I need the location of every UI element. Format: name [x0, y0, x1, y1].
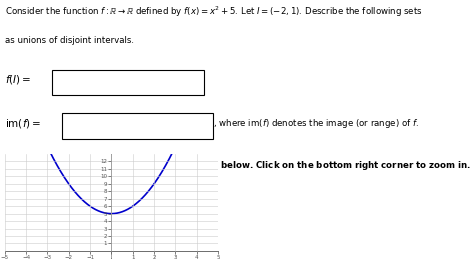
- Text: $f(I) =$: $f(I) =$: [5, 73, 31, 86]
- FancyBboxPatch shape: [52, 70, 204, 96]
- Text: $\mathrm{im}(f) =$: $\mathrm{im}(f) =$: [5, 116, 41, 129]
- Text: For your convenience, a graph of $f$ is shown below. Click on the bottom right c: For your convenience, a graph of $f$ is …: [5, 159, 471, 171]
- Text: Consider the function $f : \mathbb{R} \to \mathbb{R}$ defined by $f(x) = x^2 + 5: Consider the function $f : \mathbb{R} \t…: [5, 5, 422, 19]
- Text: as unions of disjoint intervals.: as unions of disjoint intervals.: [5, 35, 134, 45]
- FancyBboxPatch shape: [62, 113, 213, 139]
- Text: , where $\mathrm{im}(f)$ denotes the image (or range) of $f$.: , where $\mathrm{im}(f)$ denotes the ima…: [213, 116, 419, 129]
